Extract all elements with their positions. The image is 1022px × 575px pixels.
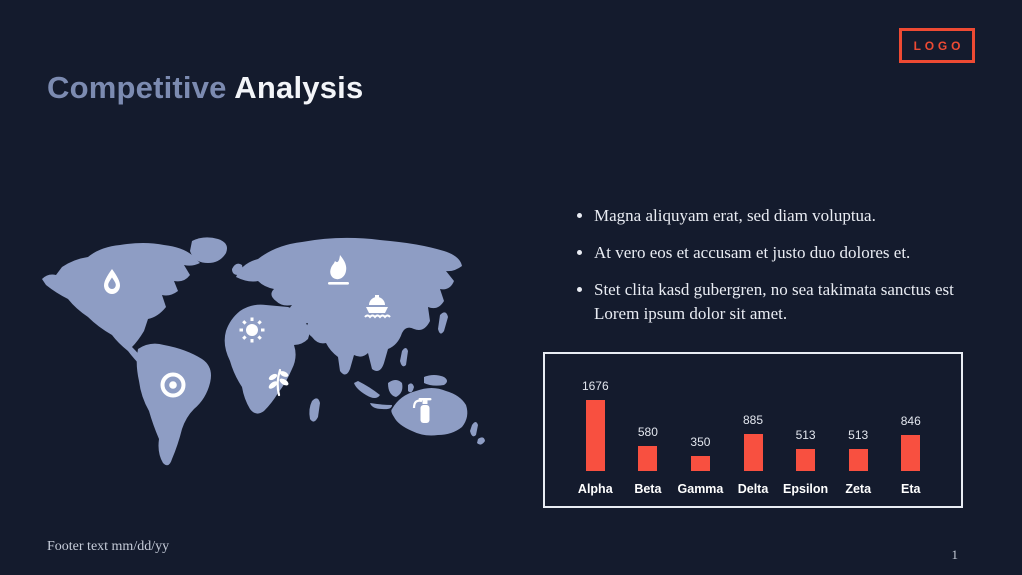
- bar-column: 885 Delta: [727, 366, 780, 496]
- bar-value-label: 1676: [581, 379, 609, 393]
- island-sulawesi: [408, 383, 414, 393]
- bar-value-label: 846: [900, 414, 921, 428]
- island-madagascar: [309, 398, 320, 422]
- island-philippines: [400, 348, 408, 367]
- bar: [585, 400, 605, 471]
- logo-badge: LOGO: [899, 28, 975, 63]
- continent-north-america: [42, 243, 200, 367]
- page-title: Competitive Analysis: [47, 70, 363, 106]
- page-title-bright: Analysis: [234, 70, 364, 105]
- island-new-zealand: [470, 422, 485, 445]
- bar-value-label: 513: [848, 428, 869, 442]
- water-drop-icon: [104, 269, 120, 294]
- bar: [743, 434, 763, 471]
- island-greenland: [190, 237, 227, 263]
- bar-column: 350 Gamma: [674, 366, 727, 496]
- bar-value-label: 350: [690, 435, 711, 449]
- bar-category-label: Delta: [737, 482, 769, 496]
- bar-category-label: Eta: [901, 482, 921, 496]
- bar-chart: 1676 Alpha 580 Beta 350 Gamma 885 Delta 513 Epsil…: [569, 366, 937, 496]
- bar-value-label: 580: [637, 425, 658, 439]
- footer-text: Footer text mm/dd/yy: [47, 539, 170, 554]
- chart-panel: 1676 Alpha 580 Beta 350 Gamma 885 Delta 513 Epsil…: [543, 352, 963, 508]
- bar-value-label: 513: [795, 428, 816, 442]
- bar-category-label: Zeta: [845, 482, 872, 496]
- bar-category-label: Gamma: [677, 482, 724, 496]
- bar-value-label: 885: [743, 413, 764, 427]
- bar: [848, 449, 868, 471]
- ship-icon: [364, 295, 391, 319]
- logo-label: LOGO: [913, 38, 965, 53]
- continent-eurasia: [236, 237, 462, 375]
- target-icon: [160, 372, 186, 398]
- bullet-list: Magna aliquyam erat, sed diam voluptua. …: [572, 204, 994, 340]
- bar-category-label: Beta: [634, 482, 662, 496]
- bar: [690, 456, 710, 471]
- page-number: 1: [951, 547, 959, 562]
- world-map: [42, 237, 485, 466]
- bar: [638, 446, 658, 471]
- flame-icon: [328, 255, 349, 285]
- sun-icon: [239, 317, 265, 343]
- bar-column: 846 Eta: [884, 366, 937, 496]
- island-new-guinea: [424, 375, 447, 386]
- bar-category-label: Epsilon: [783, 482, 829, 496]
- bar-column: 1676 Alpha: [569, 366, 622, 496]
- island-britain: [232, 263, 243, 275]
- island-java: [370, 403, 392, 410]
- continent-africa: [224, 304, 310, 414]
- bar-column: 513 Epsilon: [779, 366, 832, 496]
- continent-south-america: [136, 343, 211, 466]
- island-sumatra: [354, 381, 380, 398]
- bullet-item: At vero eos et accusam et justo duo dolo…: [594, 241, 994, 265]
- island-japan: [438, 312, 448, 334]
- page-title-muted: Competitive: [47, 70, 235, 105]
- bar-category-label: Alpha: [577, 482, 613, 496]
- bar: [796, 449, 816, 471]
- bullet-item: Magna aliquyam erat, sed diam voluptua.: [594, 204, 994, 228]
- bar-column: 580 Beta: [622, 366, 675, 496]
- bar: [901, 435, 921, 471]
- leaf-icon: [268, 368, 289, 397]
- fire-extinguisher-icon: [412, 398, 432, 423]
- bullet-item: Stet clita kasd gubergren, no sea takima…: [594, 278, 994, 326]
- bar-column: 513 Zeta: [832, 366, 885, 496]
- island-borneo: [388, 380, 403, 397]
